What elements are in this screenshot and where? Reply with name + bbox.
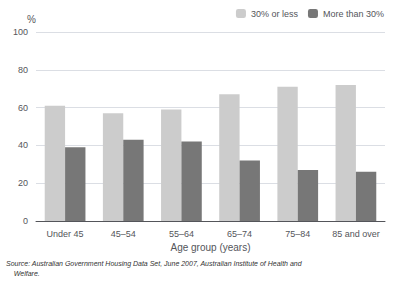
svg-text:55–64: 55–64 [169, 229, 194, 239]
svg-text:Welfare.: Welfare. [6, 270, 40, 277]
svg-text:30% or less: 30% or less [251, 9, 299, 19]
svg-text:20: 20 [18, 178, 28, 188]
svg-text:100: 100 [13, 27, 28, 37]
svg-text:Age group (years): Age group (years) [170, 242, 250, 253]
svg-text:45–54: 45–54 [111, 229, 136, 239]
svg-text:%: % [27, 14, 36, 25]
svg-text:85 and over: 85 and over [332, 229, 380, 239]
svg-text:0: 0 [23, 216, 28, 226]
svg-text:Under 45: Under 45 [47, 229, 84, 239]
svg-text:More than 30%: More than 30% [323, 9, 384, 19]
svg-text:60: 60 [18, 103, 28, 113]
svg-text:65–74: 65–74 [227, 229, 252, 239]
svg-text:Source: Australian Government: Source: Australian Government Housing Da… [6, 260, 303, 268]
svg-text:80: 80 [18, 65, 28, 75]
svg-text:75–84: 75–84 [285, 229, 310, 239]
svg-text:40: 40 [18, 140, 28, 150]
